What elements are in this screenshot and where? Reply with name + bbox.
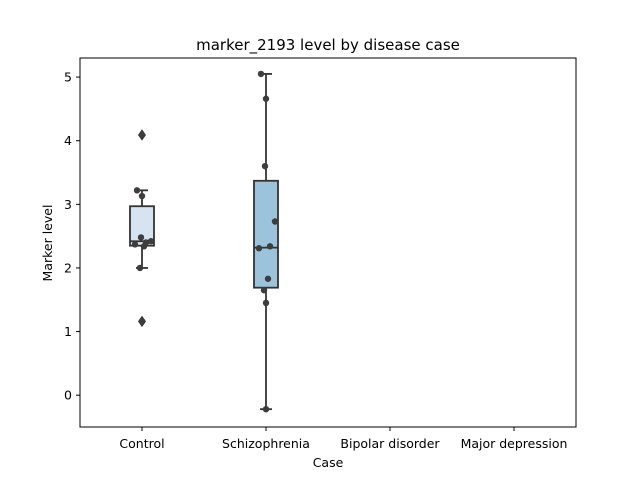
data-point xyxy=(261,162,269,170)
y-tick-label: 1 xyxy=(64,324,72,339)
x-tick-label: Major depression xyxy=(461,436,568,451)
data-point xyxy=(140,243,148,250)
data-point xyxy=(138,192,146,200)
data-point xyxy=(257,70,265,78)
x-tick-label: Bipolar disorder xyxy=(340,436,440,451)
y-tick-label: 3 xyxy=(64,197,72,212)
data-point xyxy=(138,318,146,325)
data-point xyxy=(133,187,141,194)
data-point xyxy=(131,241,139,248)
data-point xyxy=(266,243,274,250)
y-tick-label: 0 xyxy=(64,388,72,403)
y-tick-label: 4 xyxy=(64,133,72,148)
plot-frame xyxy=(79,57,577,428)
data-point xyxy=(262,299,270,307)
data-point xyxy=(147,238,155,245)
x-tick-label: Schizophrenia xyxy=(222,436,310,451)
data-point xyxy=(136,264,144,272)
y-tick-label: 5 xyxy=(64,70,72,85)
data-point xyxy=(255,245,263,252)
y-axis-label: Marker level xyxy=(40,205,55,282)
data-point xyxy=(262,95,270,102)
box-schizophrenia xyxy=(253,179,279,289)
y-tick-label: 2 xyxy=(64,260,72,275)
data-point xyxy=(271,218,279,225)
data-point xyxy=(260,287,268,294)
data-point xyxy=(138,131,146,139)
x-axis-label: Case xyxy=(313,455,344,470)
data-point xyxy=(137,234,145,241)
plot-area: 0 1 2 3 4 5 Control Schizophrenia Bipolar disord… xyxy=(64,57,577,451)
x-tick-label: Control xyxy=(119,436,164,451)
data-point xyxy=(262,405,270,413)
chart-title: marker_2193 level by disease case xyxy=(196,36,460,55)
data-point xyxy=(264,275,272,282)
